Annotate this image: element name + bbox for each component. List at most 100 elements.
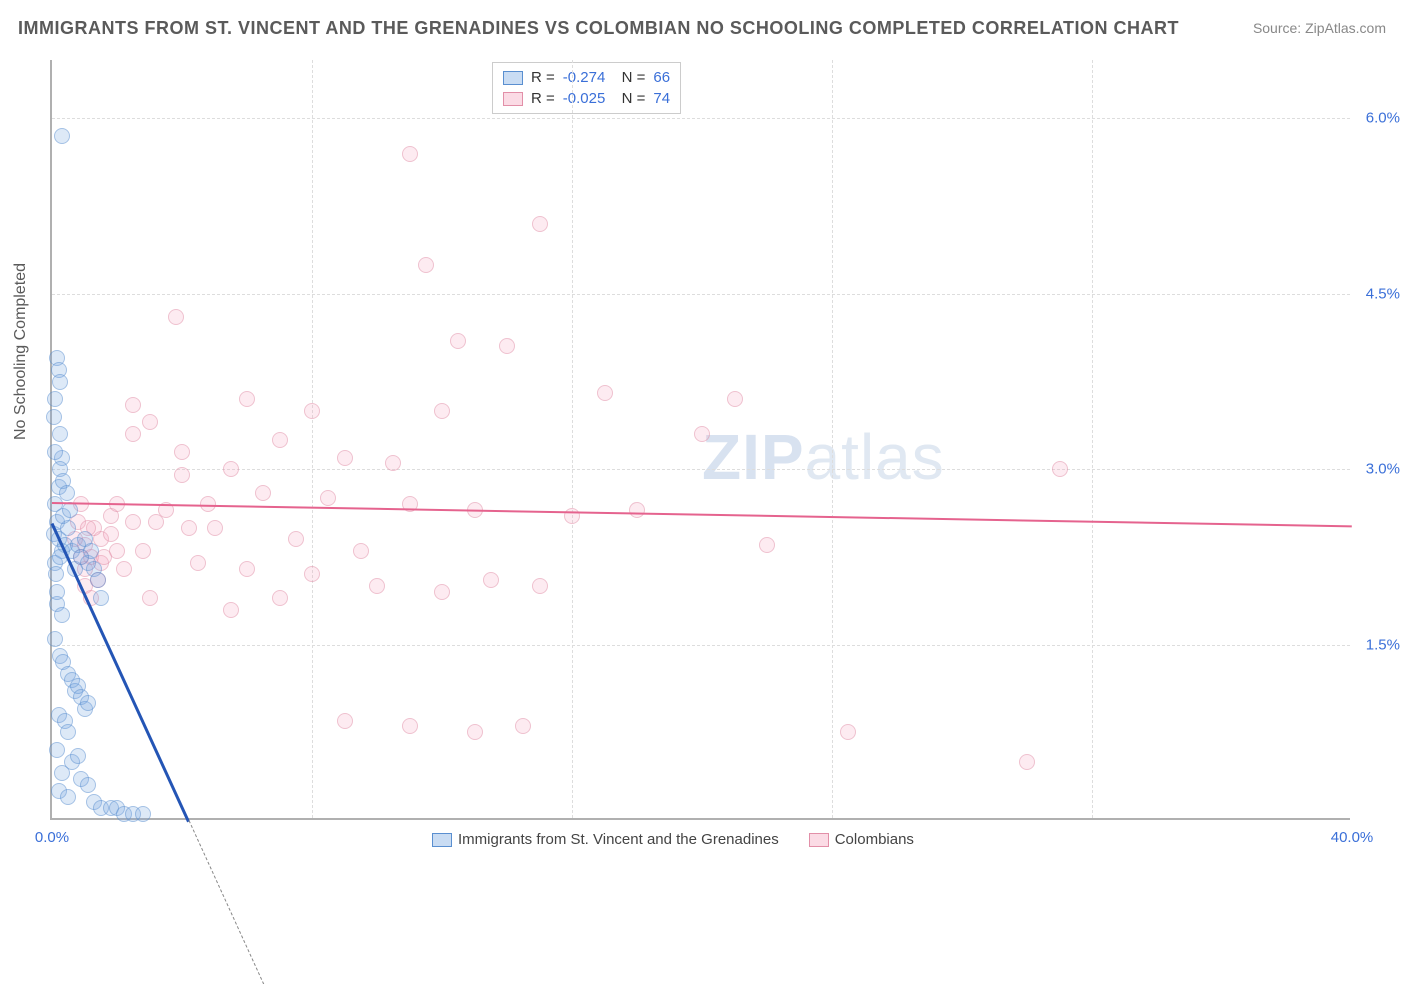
pink-point <box>1019 754 1035 770</box>
blue-point <box>70 748 86 764</box>
pink-point <box>499 338 515 354</box>
blue-point <box>83 543 99 559</box>
legend-item-pink: Colombians <box>809 831 914 848</box>
r-value: -0.025 <box>563 90 606 107</box>
n-value: 74 <box>653 90 670 107</box>
trend-pink-trendline <box>52 502 1352 527</box>
blue-point <box>52 426 68 442</box>
pink-point <box>116 561 132 577</box>
pink-point <box>255 485 271 501</box>
blue-point <box>80 695 96 711</box>
blue-point <box>59 485 75 501</box>
pink-point <box>727 391 743 407</box>
pink-point <box>272 590 288 606</box>
gridline-h <box>52 469 1350 470</box>
y-tick-label: 1.5% <box>1355 636 1400 653</box>
blue-point <box>49 584 65 600</box>
pink-point <box>223 461 239 477</box>
gridline-h <box>52 294 1350 295</box>
pink-point <box>337 713 353 729</box>
pink-point <box>304 403 320 419</box>
pink-point <box>694 426 710 442</box>
blue-swatch <box>432 833 452 847</box>
gridline-v <box>572 60 573 818</box>
pink-point <box>1052 461 1068 477</box>
pink-point <box>532 578 548 594</box>
pink-point <box>207 520 223 536</box>
gridline-h <box>52 118 1350 119</box>
pink-point <box>369 578 385 594</box>
y-axis-title: No Schooling Completed <box>12 263 30 440</box>
blue-point <box>48 566 64 582</box>
blue-point <box>135 806 151 822</box>
pink-point <box>759 537 775 553</box>
pink-point <box>418 257 434 273</box>
x-tick-label: 40.0% <box>1331 829 1374 846</box>
blue-point <box>90 572 106 588</box>
source-attribution: Source: ZipAtlas.com <box>1253 20 1386 36</box>
pink-point <box>168 309 184 325</box>
pink-point <box>174 467 190 483</box>
r-label: R = <box>531 69 555 86</box>
pink-point <box>337 450 353 466</box>
gridline-h <box>52 645 1350 646</box>
pink-swatch <box>809 833 829 847</box>
blue-point <box>54 607 70 623</box>
pink-point <box>239 561 255 577</box>
legend-label: Colombians <box>835 831 914 848</box>
blue-point <box>47 631 63 647</box>
pink-point <box>629 502 645 518</box>
watermark-bold: ZIP <box>702 421 805 493</box>
pink-point <box>272 432 288 448</box>
chart-plot-area: ZIPatlas R = -0.274 N = 66R = -0.025 N =… <box>50 60 1350 820</box>
pink-point <box>434 584 450 600</box>
pink-point <box>125 426 141 442</box>
pink-point <box>125 397 141 413</box>
pink-point <box>142 590 158 606</box>
legend-row-pink: R = -0.025 N = 74 <box>503 88 670 109</box>
legend-label: Immigrants from St. Vincent and the Gren… <box>458 831 779 848</box>
r-label: R = <box>531 90 555 107</box>
n-label: N = <box>613 69 645 86</box>
y-tick-label: 3.0% <box>1355 461 1400 478</box>
pink-point <box>483 572 499 588</box>
watermark-light: atlas <box>805 421 945 493</box>
blue-point <box>60 724 76 740</box>
blue-swatch <box>503 71 523 85</box>
gridline-v <box>832 60 833 818</box>
blue-point <box>93 590 109 606</box>
blue-point <box>54 128 70 144</box>
pink-point <box>288 531 304 547</box>
pink-point <box>402 718 418 734</box>
pink-point <box>142 414 158 430</box>
blue-point <box>52 374 68 390</box>
blue-point <box>49 742 65 758</box>
pink-point <box>597 385 613 401</box>
y-tick-label: 6.0% <box>1355 110 1400 127</box>
blue-point <box>80 777 96 793</box>
blue-point <box>47 444 63 460</box>
chart-title: IMMIGRANTS FROM ST. VINCENT AND THE GREN… <box>18 18 1179 39</box>
n-label: N = <box>613 90 645 107</box>
pink-point <box>223 602 239 618</box>
pink-point <box>385 455 401 471</box>
pink-point <box>434 403 450 419</box>
gridline-v <box>312 60 313 818</box>
y-tick-label: 4.5% <box>1355 285 1400 302</box>
pink-point <box>190 555 206 571</box>
pink-swatch <box>503 92 523 106</box>
blue-point <box>60 789 76 805</box>
pink-point <box>125 514 141 530</box>
series-legend: Immigrants from St. Vincent and the Gren… <box>432 831 914 848</box>
legend-item-blue: Immigrants from St. Vincent and the Gren… <box>432 831 779 848</box>
blue-point <box>46 409 62 425</box>
pink-point <box>532 216 548 232</box>
pink-point <box>840 724 856 740</box>
pink-point <box>515 718 531 734</box>
r-value: -0.274 <box>563 69 606 86</box>
pink-point <box>239 391 255 407</box>
blue-point <box>62 502 78 518</box>
watermark: ZIPatlas <box>702 420 945 494</box>
pink-point <box>450 333 466 349</box>
pink-point <box>174 444 190 460</box>
